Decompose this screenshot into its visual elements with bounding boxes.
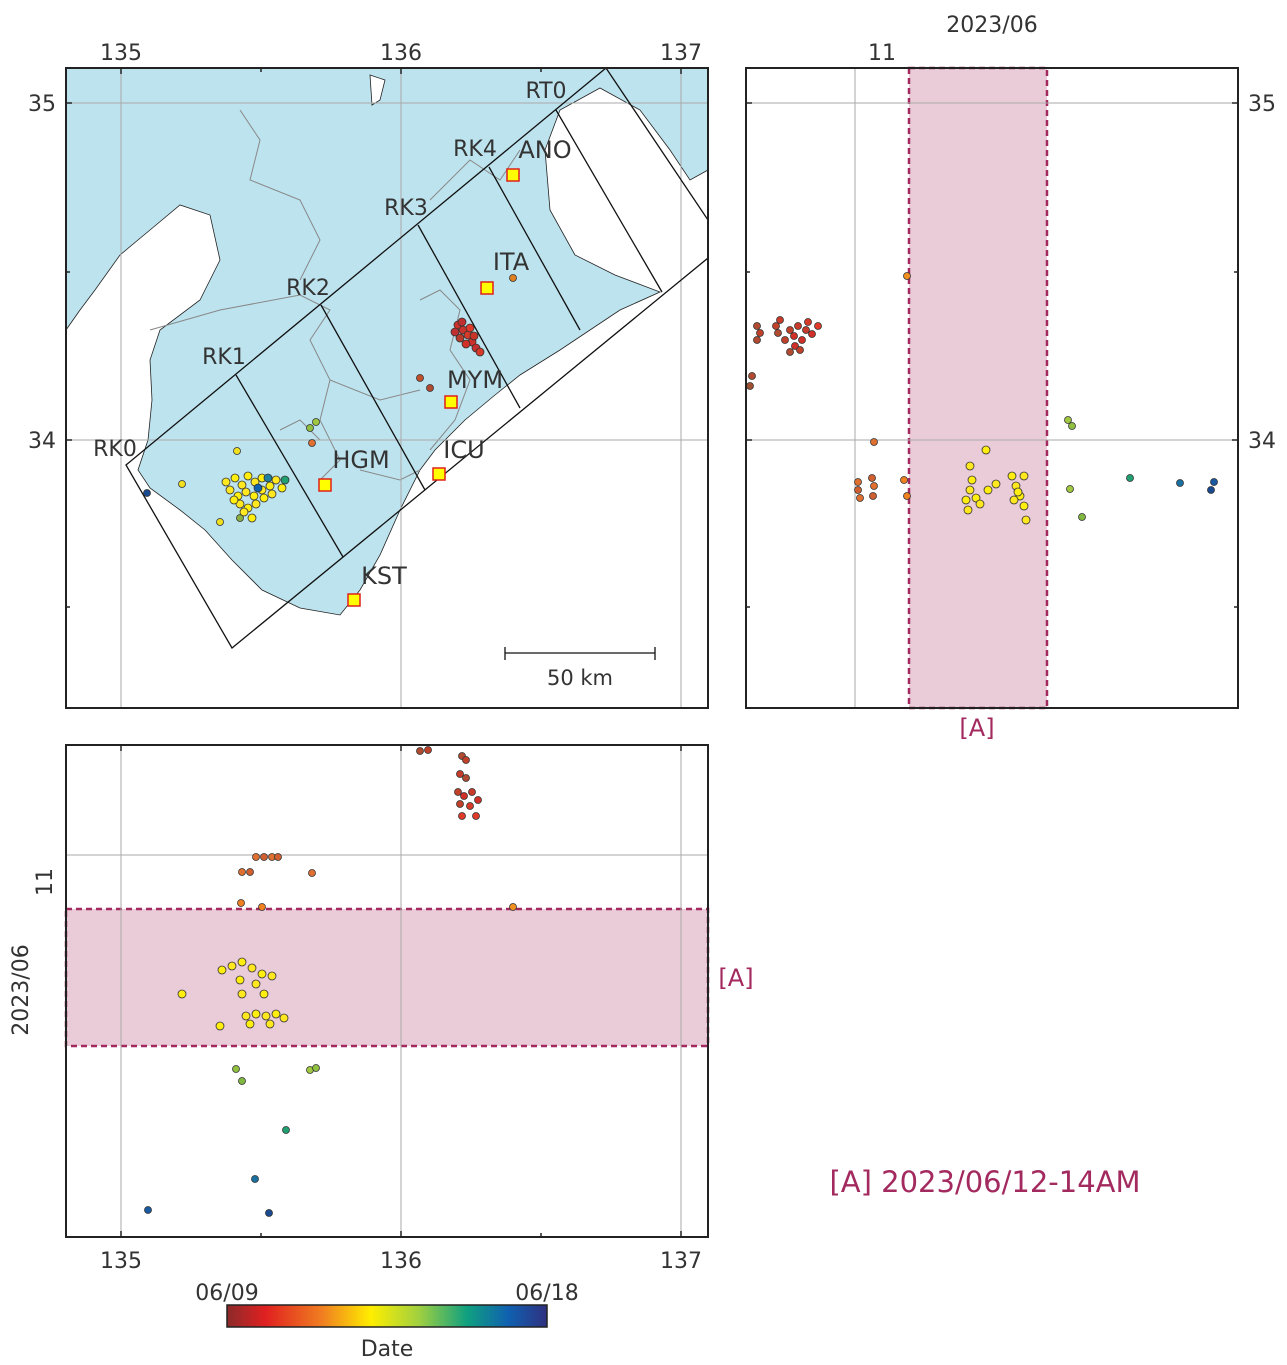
bottom-lon-tick-136: 136 <box>380 1249 422 1274</box>
lon-tick-137: 137 <box>660 41 702 66</box>
lat-tick-34: 34 <box>28 429 56 454</box>
time-lat-panel: 35 34 11 2023/06 [A] <box>745 13 1276 742</box>
time-tick-11-left: 11 <box>33 868 58 896</box>
colorbar: 06/09 06/18 Date <box>195 1281 578 1362</box>
right-lat-tick-35: 35 <box>1248 92 1276 117</box>
time-tick-11-top: 11 <box>868 41 896 66</box>
colorbar-title: Date <box>361 1337 414 1362</box>
window-a-note: [A] 2023/06/12-14AM <box>829 1165 1140 1199</box>
region-label-rk3: RK3 <box>384 196 428 221</box>
station-label-hgm: HGM <box>332 446 389 474</box>
region-label-rt0: RT0 <box>525 79 566 104</box>
colorbar-start-label: 06/09 <box>195 1281 258 1306</box>
lon-tick-136: 136 <box>380 41 422 66</box>
region-boxes <box>125 68 708 649</box>
station-label-mym: MYM <box>447 366 503 394</box>
region-label-rk4: RK4 <box>453 137 497 162</box>
station-label-ano: ANO <box>518 136 571 164</box>
lat-tick-35: 35 <box>28 92 56 117</box>
region-label-rk1: RK1 <box>202 345 246 370</box>
window-a-band <box>907 66 1049 710</box>
region-label-rk0: RK0 <box>93 437 137 462</box>
time-lon-events <box>144 746 517 1217</box>
map-events <box>143 274 517 526</box>
colorbar-end-label: 06/18 <box>515 1281 578 1306</box>
bottom-lon-tick-135: 135 <box>100 1249 142 1274</box>
map-panel: 135 136 137 34 35 RT0 RK4 RK3 RK2 RK1 RK… <box>28 41 709 709</box>
window-a-band-bottom <box>64 907 710 1048</box>
station-label-ita: ITA <box>493 248 530 276</box>
station-label-icu: ICU <box>443 436 484 464</box>
scale-bar-label: 50 km <box>547 666 613 690</box>
station-markers <box>318 168 520 607</box>
lon-tick-135: 135 <box>100 41 142 66</box>
land-area <box>66 68 708 708</box>
time-lon-panel: 135 136 137 11 2023/06 [A] <box>9 744 754 1274</box>
time-axis-label-top: 2023/06 <box>946 13 1037 38</box>
window-a-label-right: [A] <box>959 714 994 742</box>
bottom-lon-tick-137: 137 <box>660 1249 702 1274</box>
region-label-rk2: RK2 <box>286 276 330 301</box>
station-label-kst: KST <box>361 562 407 590</box>
time-axis-label-left: 2023/06 <box>9 944 34 1035</box>
scale-bar <box>504 647 656 660</box>
time-lat-events <box>746 272 1218 525</box>
window-a-label-bottom: [A] <box>718 964 753 992</box>
right-lat-tick-34: 34 <box>1248 429 1276 454</box>
